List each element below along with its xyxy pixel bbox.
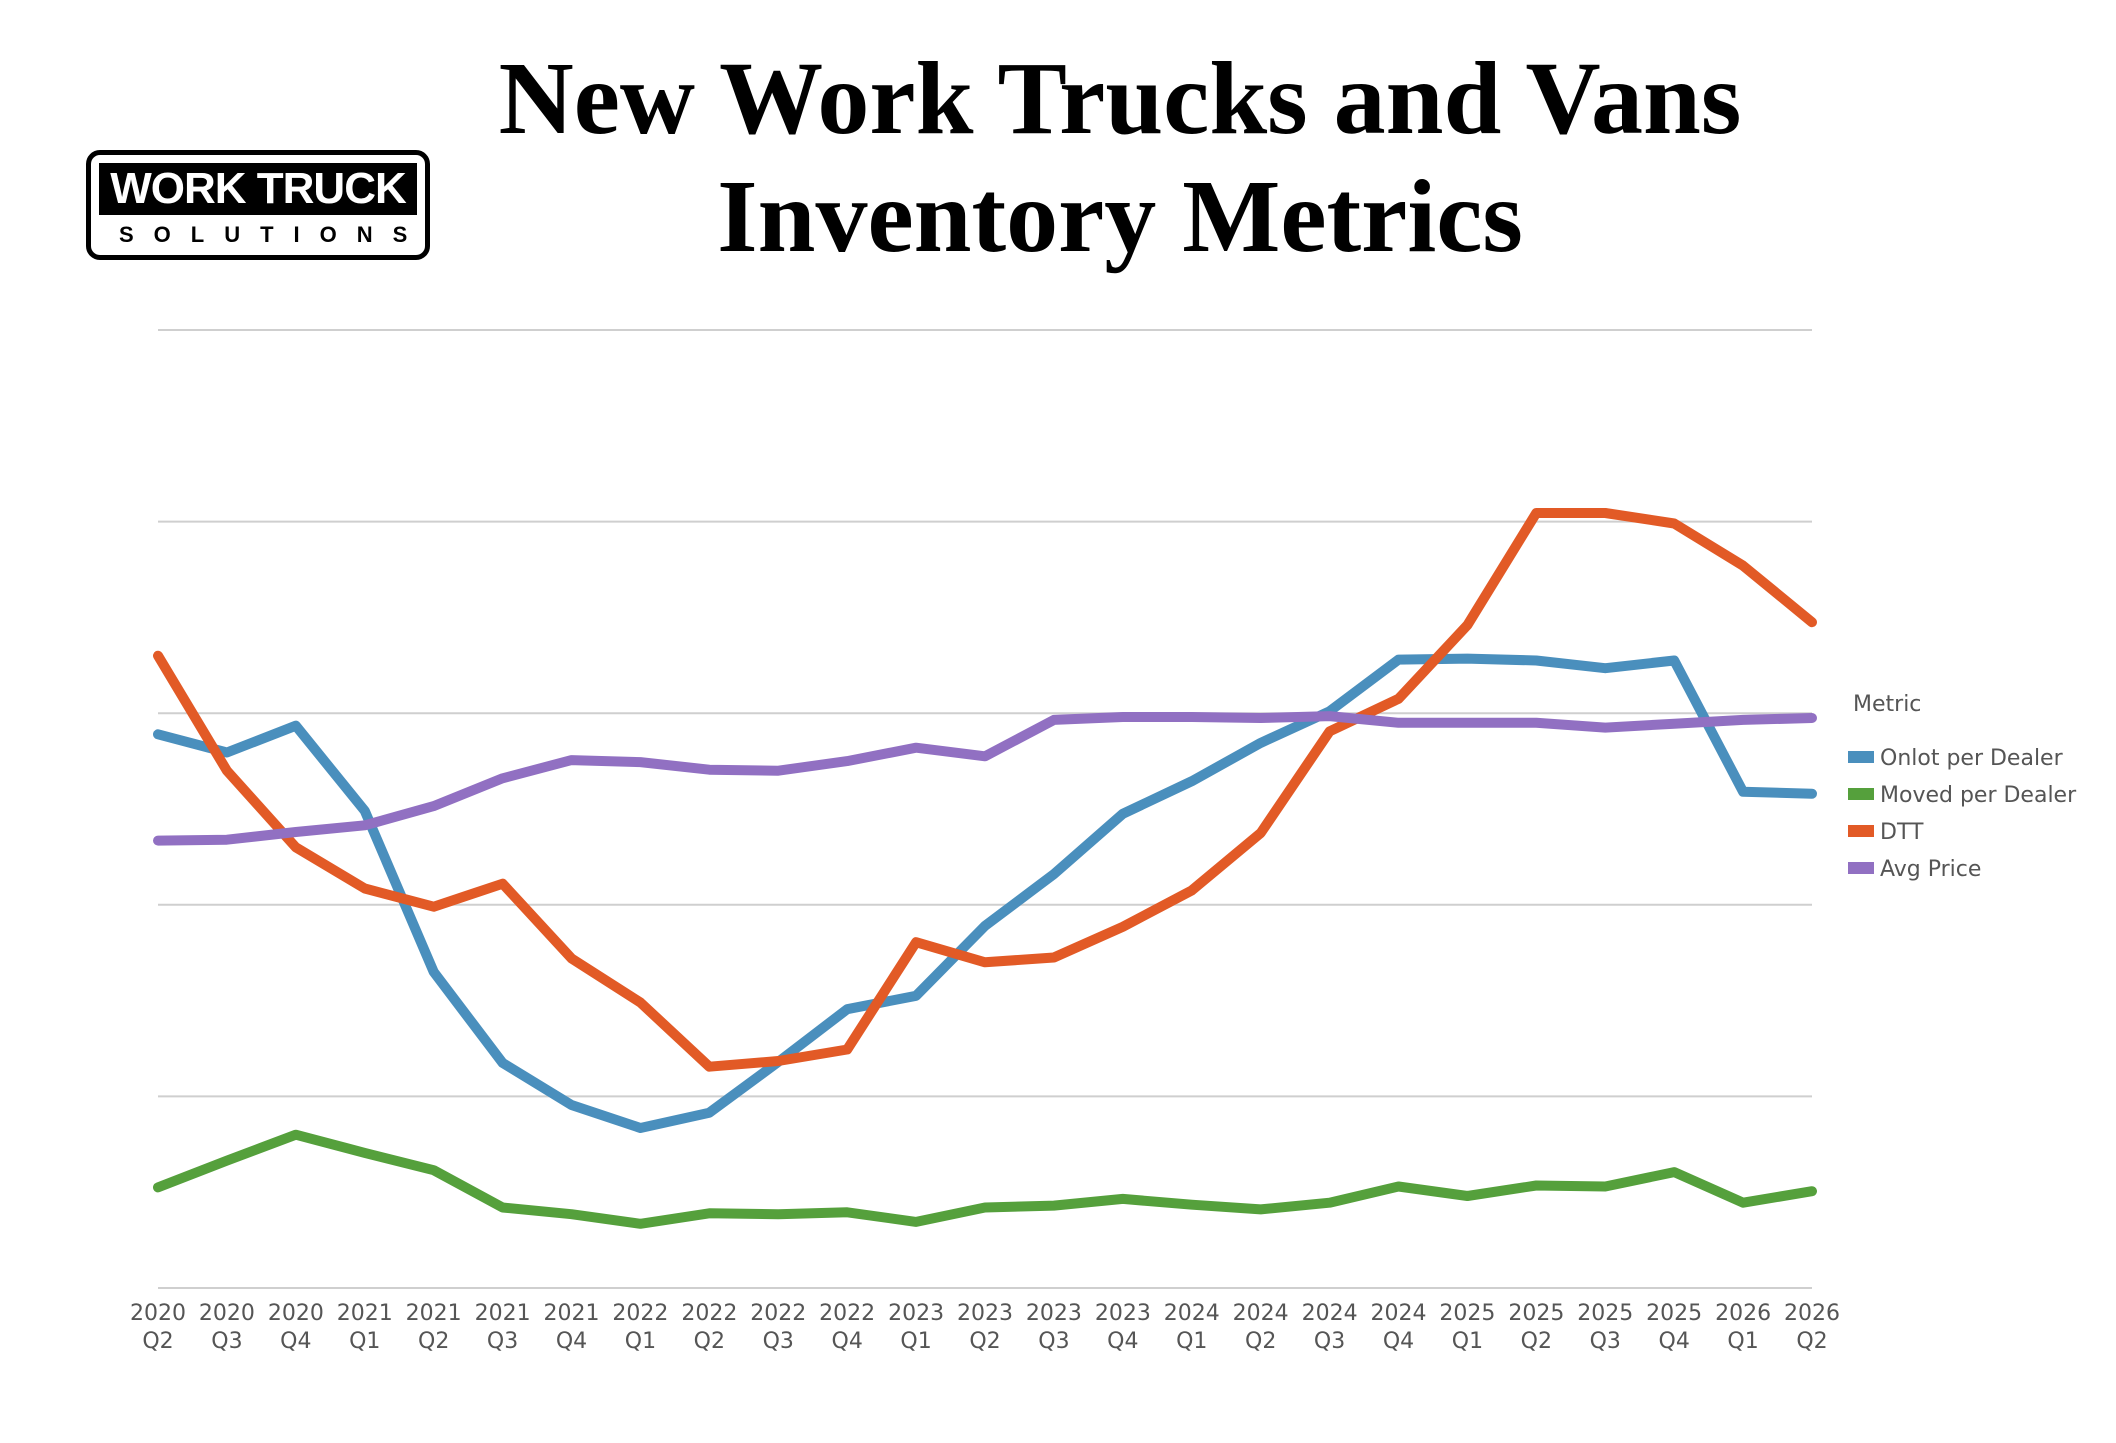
x-tick-label: 2020 Q4 <box>268 1301 324 1354</box>
x-tick-label: 2021 Q1 <box>337 1301 393 1354</box>
x-tick-label: 2022 Q1 <box>612 1301 668 1354</box>
x-tick-label: 2026 Q1 <box>1715 1301 1771 1354</box>
legend: Metric Onlot per Dealer Moved per Dealer DT… <box>1848 692 2077 882</box>
logo-wordmark: WORK TRUCK <box>99 163 417 215</box>
chart-title-line-1: New Work Trucks and Vans <box>498 41 1742 156</box>
x-tick-label: 2022 Q4 <box>819 1301 875 1354</box>
x-tick-label: 2024 Q3 <box>1302 1301 1358 1354</box>
series-line-dtt <box>153 508 1817 1072</box>
legend-swatch <box>1848 751 1874 763</box>
legend-label: Moved per Dealer <box>1880 783 2077 808</box>
series-line-moved-per-dealer <box>153 1129 1817 1229</box>
logo: WORK TRUCK SOLUTIONS <box>86 150 430 260</box>
x-tick-label: 2024 Q1 <box>1164 1301 1220 1354</box>
legend-label: Onlot per Dealer <box>1880 746 2064 771</box>
x-tick-label: 2021 Q3 <box>475 1301 531 1354</box>
x-tick-label: 2025 Q4 <box>1646 1301 1702 1354</box>
series-lines <box>153 508 1817 1229</box>
legend-label: DTT <box>1880 820 1924 845</box>
x-tick-label: 2022 Q2 <box>681 1301 737 1354</box>
legend-title: Metric <box>1853 692 1921 717</box>
legend-label: Avg Price <box>1880 857 1981 882</box>
x-tick-label: 2026 Q2 <box>1784 1301 1840 1354</box>
x-tick-label: 2024 Q2 <box>1233 1301 1289 1354</box>
series-line-avg-price <box>153 711 1817 846</box>
logo-subtitle: SOLUTIONS <box>119 222 428 247</box>
x-tick-label: 2023 Q4 <box>1095 1301 1151 1354</box>
x-tick-label: 2022 Q3 <box>750 1301 806 1354</box>
x-tick-label: 2025 Q2 <box>1508 1301 1564 1354</box>
x-tick-label: 2021 Q4 <box>544 1301 600 1354</box>
x-tick-label: 2020 Q3 <box>199 1301 255 1354</box>
chart-title: New Work Trucks and Vans Inventory Metri… <box>420 40 1820 276</box>
legend-swatch <box>1848 788 1874 800</box>
legend-swatch <box>1848 825 1874 837</box>
x-tick-label: 2021 Q2 <box>406 1301 462 1354</box>
legend-swatch <box>1848 862 1874 874</box>
x-tick-label: 2025 Q1 <box>1439 1301 1495 1354</box>
chart-title-line-2: Inventory Metrics <box>717 159 1523 274</box>
x-tick-label: 2023 Q3 <box>1026 1301 1082 1354</box>
x-tick-label: 2024 Q4 <box>1371 1301 1427 1354</box>
x-tick-label: 2025 Q3 <box>1577 1301 1633 1354</box>
x-tick-label: 2020 Q2 <box>130 1301 186 1354</box>
x-tick-label: 2023 Q1 <box>888 1301 944 1354</box>
x-tick-label: 2023 Q2 <box>957 1301 1013 1354</box>
